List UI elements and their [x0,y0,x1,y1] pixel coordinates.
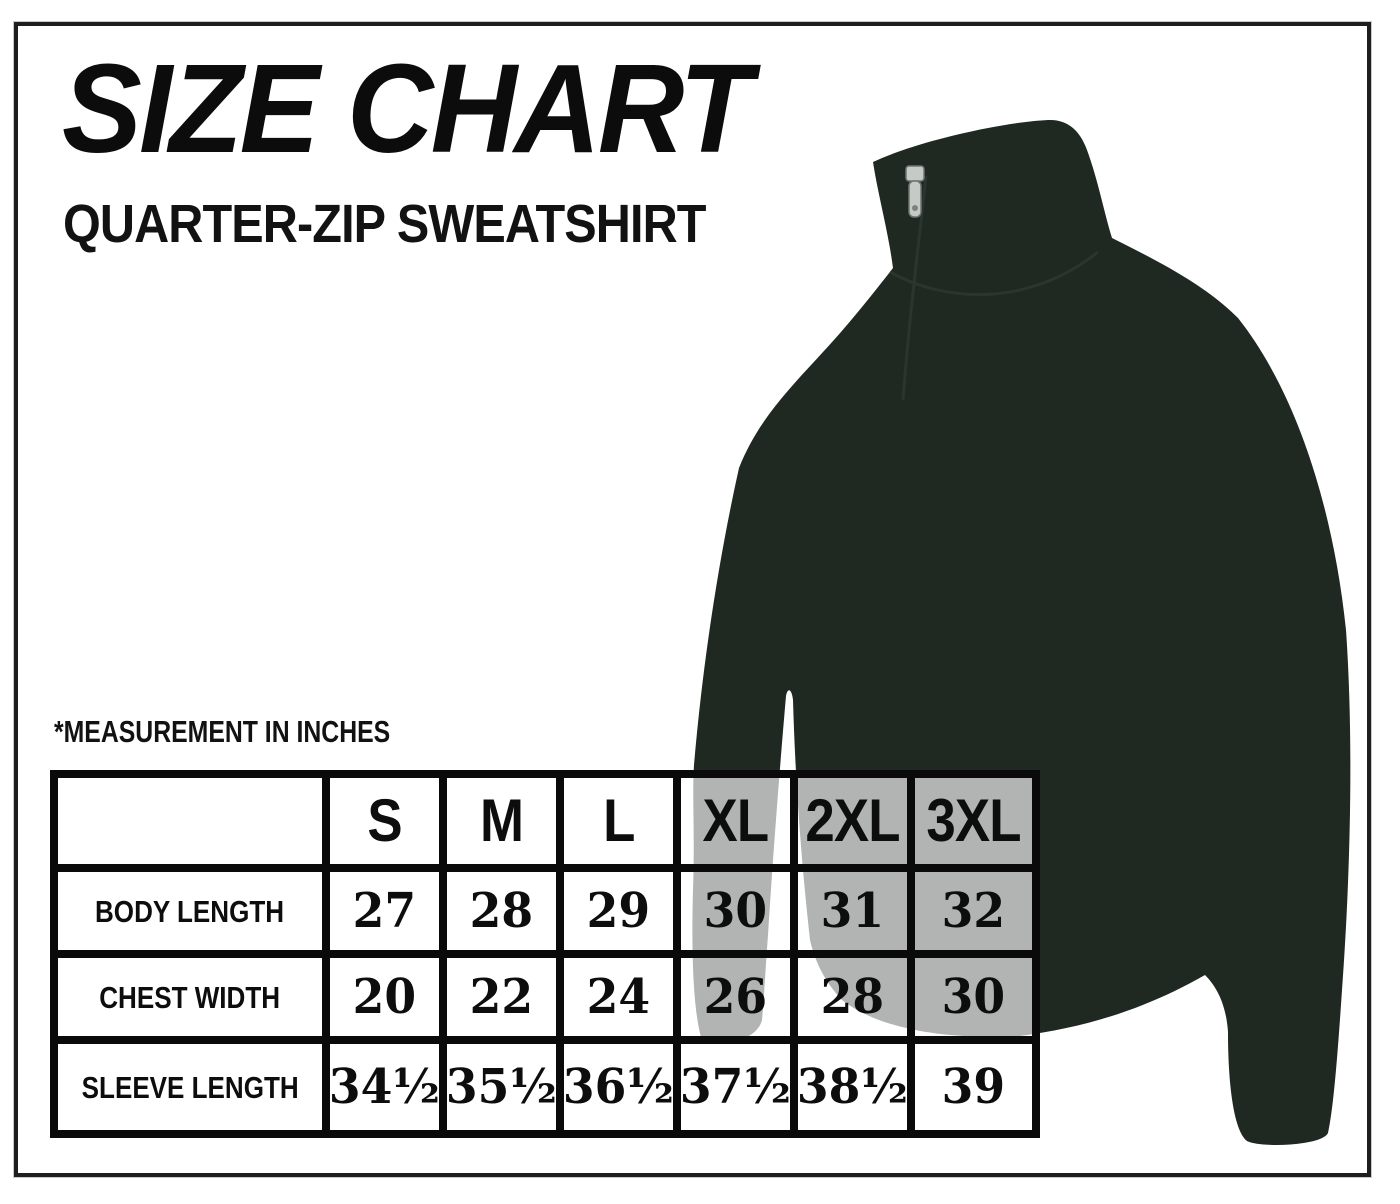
row-label-body-length: BODY LENGTH [58,872,330,958]
sleeve-length-m: 35½ [447,1044,564,1130]
chest-width-3xl: 30 [915,958,1032,1044]
body-length-3xl: 32 [915,872,1032,958]
size-table: S M L XL 2XL 3XL BODY LENGTH 27 28 29 30… [50,770,1040,1138]
column-header-s: S [330,778,447,872]
sleeve-length-xl: 37½ [681,1044,798,1130]
chest-width-m: 22 [447,958,564,1044]
sleeve-length-l: 36½ [564,1044,681,1130]
body-length-s: 27 [330,872,447,958]
page-subtitle: QUARTER-ZIP SWEATSHIRT [63,194,706,254]
page-title: SIZE CHART [62,38,752,179]
table-corner-cell [58,778,330,872]
row-label-sleeve-length: SLEEVE LENGTH [58,1044,330,1130]
zipper-pull-icon [905,165,925,218]
chest-width-s: 20 [330,958,447,1044]
column-header-3xl: 3XL [915,778,1032,872]
sleeve-length-2xl: 38½ [798,1044,915,1130]
column-header-2xl: 2XL [798,778,915,872]
zipper-placket-seam [901,175,928,401]
measurement-note: *MEASUREMENT IN INCHES [54,714,391,749]
body-length-m: 28 [447,872,564,958]
body-length-xl: 30 [681,872,798,958]
sleeve-length-s: 34½ [330,1044,447,1130]
sleeve-length-3xl: 39 [915,1044,1032,1130]
chest-width-l: 24 [564,958,681,1044]
chest-width-xl: 26 [681,958,798,1044]
body-length-l: 29 [564,872,681,958]
row-label-chest-width: CHEST WIDTH [58,958,330,1044]
column-header-l: L [564,778,681,872]
chest-width-2xl: 28 [798,958,915,1044]
body-length-2xl: 31 [798,872,915,958]
column-header-m: M [447,778,564,872]
column-header-xl: XL [681,778,798,872]
